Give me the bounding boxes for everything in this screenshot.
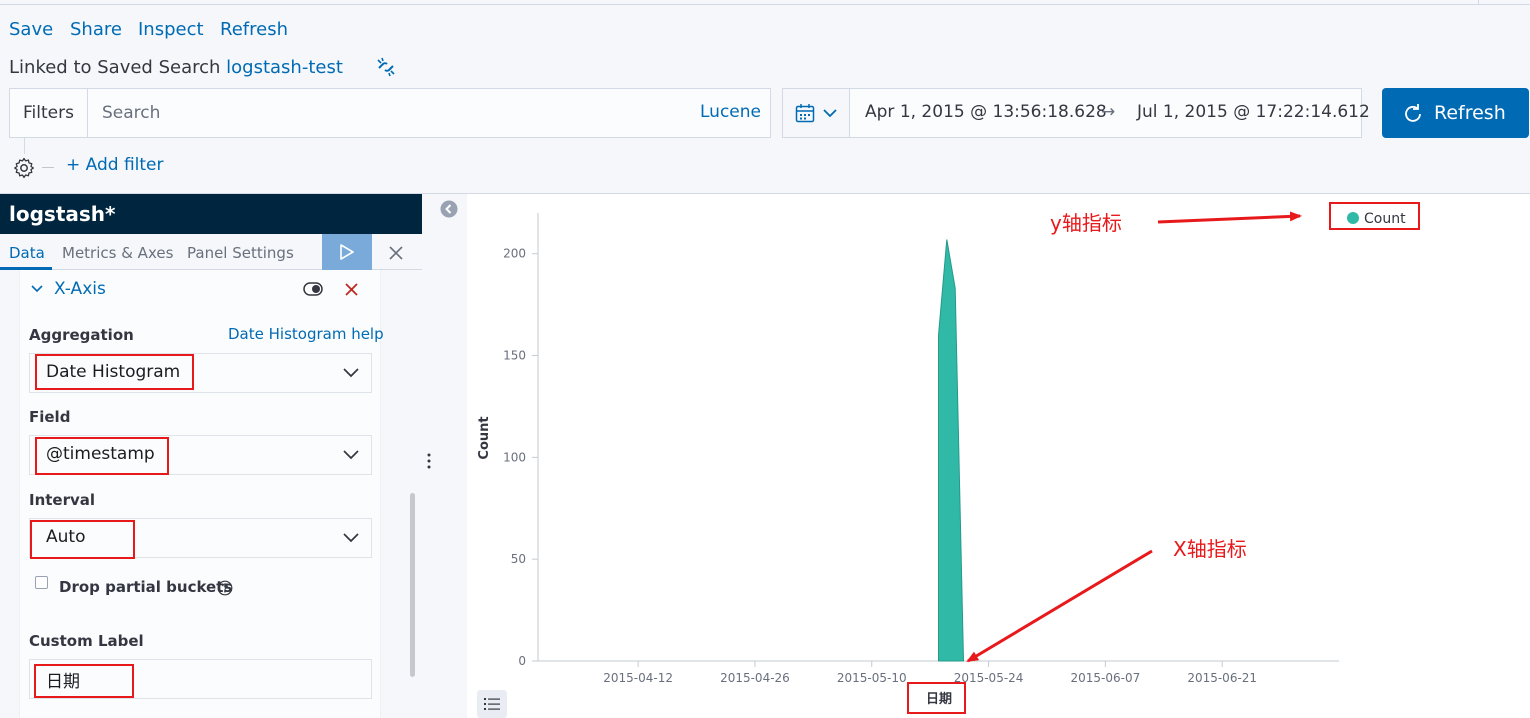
editor-tabs: Data Metrics & Axes Panel Settings bbox=[0, 234, 422, 270]
annotation-box bbox=[1329, 202, 1420, 230]
refresh-button[interactable]: Refresh bbox=[1382, 88, 1529, 138]
x-tick-label: 2015-04-26 bbox=[720, 671, 790, 685]
x-tick-label: 2015-06-21 bbox=[1187, 671, 1257, 685]
y-axis: 0 50 100 150 200 bbox=[503, 213, 539, 668]
question-icon[interactable] bbox=[217, 580, 233, 596]
y-axis-label: Count bbox=[477, 416, 492, 459]
tab-active-underline bbox=[0, 267, 52, 270]
tab-metrics-axes[interactable]: Metrics & Axes bbox=[62, 244, 174, 262]
linked-search-prefix: Linked to Saved Search bbox=[9, 57, 221, 78]
area-series-count[interactable] bbox=[938, 239, 965, 662]
x-tick-label: 2015-05-24 bbox=[954, 671, 1024, 685]
close-icon[interactable] bbox=[386, 243, 406, 263]
drop-partial-checkbox[interactable] bbox=[35, 576, 48, 589]
y-tick-label: 150 bbox=[503, 349, 526, 363]
chevron-down-icon bbox=[343, 533, 359, 543]
toggle-icon[interactable] bbox=[303, 282, 323, 296]
remove-agg-icon[interactable] bbox=[343, 281, 360, 298]
lucene-language-button[interactable]: Lucene bbox=[700, 102, 761, 122]
chevron-down-icon bbox=[823, 109, 837, 118]
x-tick-label: 2015-04-12 bbox=[603, 671, 673, 685]
unlink-icon[interactable] bbox=[375, 56, 397, 78]
y-tick-label: 200 bbox=[503, 247, 526, 261]
agg-card bbox=[19, 270, 381, 718]
legend-entry[interactable]: Count bbox=[1364, 211, 1406, 227]
legend-toggle-button[interactable] bbox=[477, 690, 507, 718]
editor-body bbox=[0, 270, 422, 718]
field-select[interactable]: @timestamp bbox=[29, 435, 372, 475]
apply-changes-button[interactable] bbox=[322, 234, 372, 270]
linked-search: Linked to Saved Search logstash-test bbox=[9, 57, 343, 78]
area-chart: 0 50 100 150 200 2015-04-12 2015-04-26 2015-05… bbox=[477, 202, 1420, 714]
chevron-down-icon bbox=[343, 368, 359, 378]
play-icon bbox=[340, 244, 354, 260]
top-divider-tick bbox=[1478, 0, 1479, 5]
query-bar: Filters Lucene bbox=[9, 88, 771, 138]
annotation-box bbox=[907, 682, 966, 714]
date-arrow-icon: → bbox=[1101, 102, 1116, 122]
filter-connector bbox=[24, 138, 25, 154]
collapse-sidebar-icon[interactable] bbox=[440, 200, 458, 218]
interval-select[interactable]: Auto bbox=[29, 518, 372, 558]
refresh-link[interactable]: Refresh bbox=[220, 19, 288, 40]
tab-data[interactable]: Data bbox=[9, 244, 45, 262]
annotation-arrow bbox=[966, 549, 1153, 663]
series-layer bbox=[938, 239, 965, 662]
y-tick-label: 100 bbox=[503, 450, 526, 464]
chevron-down-icon[interactable] bbox=[30, 282, 44, 296]
tab-panel-settings[interactable]: Panel Settings bbox=[187, 244, 294, 262]
linked-search-name[interactable]: logstash-test bbox=[226, 57, 343, 78]
date-histogram-help-link[interactable]: Date Histogram help bbox=[228, 325, 384, 343]
aggregation-label: Aggregation bbox=[29, 326, 134, 344]
x-axis-annotation: X轴指标 bbox=[1173, 537, 1247, 561]
x-tick-label: 2015-05-10 bbox=[837, 671, 907, 685]
x-axis-accordion-title[interactable]: X-Axis bbox=[54, 279, 106, 299]
filter-dash bbox=[42, 167, 54, 168]
y-tick-label: 0 bbox=[518, 654, 526, 668]
start-date-button[interactable]: Apr 1, 2015 @ 13:56:18.628 bbox=[865, 102, 1107, 122]
resize-handle-icon[interactable] bbox=[425, 452, 433, 470]
aggregation-select[interactable]: Date Histogram bbox=[29, 353, 372, 393]
custom-label-label: Custom Label bbox=[29, 632, 144, 650]
annotation-arrow bbox=[1157, 211, 1302, 224]
date-picker: Apr 1, 2015 @ 13:56:18.628 → Jul 1, 2015… bbox=[782, 88, 1370, 138]
x-tick-label: 2015-06-07 bbox=[1071, 671, 1141, 685]
x-axis: 2015-04-12 2015-04-26 2015-05-10 2015-05-24… bbox=[538, 660, 1339, 685]
filters-label: Filters bbox=[10, 89, 88, 137]
y-axis-annotation: y轴指标 bbox=[1050, 211, 1122, 235]
index-pattern-title: logstash* bbox=[0, 194, 422, 234]
save-link[interactable]: Save bbox=[9, 19, 54, 40]
custom-label-input[interactable] bbox=[29, 659, 372, 699]
add-filter-button[interactable]: + Add filter bbox=[66, 155, 164, 175]
end-date-button[interactable]: Jul 1, 2015 @ 17:22:14.612 bbox=[1137, 102, 1370, 122]
legend: Count bbox=[1347, 211, 1406, 227]
gear-icon[interactable] bbox=[12, 156, 36, 180]
quick-menu-button[interactable] bbox=[783, 89, 850, 137]
interval-label: Interval bbox=[29, 491, 96, 509]
drop-partial-label: Drop partial buckets bbox=[59, 578, 233, 596]
field-label: Field bbox=[29, 408, 71, 426]
search-input[interactable] bbox=[90, 90, 680, 136]
x-axis-label: 日期 bbox=[926, 692, 952, 707]
list-icon bbox=[484, 698, 500, 710]
top-nav: Save Share Inspect Refresh Linked to Sav… bbox=[0, 0, 1530, 194]
top-divider bbox=[0, 4, 1530, 5]
field-value: @timestamp bbox=[46, 444, 155, 464]
chevron-down-icon bbox=[343, 450, 359, 460]
refresh-icon bbox=[1405, 104, 1421, 122]
share-link[interactable]: Share bbox=[70, 19, 122, 40]
inspect-link[interactable]: Inspect bbox=[138, 19, 204, 40]
y-tick-label: 50 bbox=[511, 552, 526, 566]
sidebar-scrollbar[interactable] bbox=[410, 493, 415, 677]
legend-swatch bbox=[1347, 212, 1359, 224]
interval-value: Auto bbox=[46, 527, 86, 547]
refresh-button-label: Refresh bbox=[1434, 102, 1506, 124]
calendar-icon bbox=[795, 104, 815, 123]
aggregation-value: Date Histogram bbox=[46, 362, 181, 382]
